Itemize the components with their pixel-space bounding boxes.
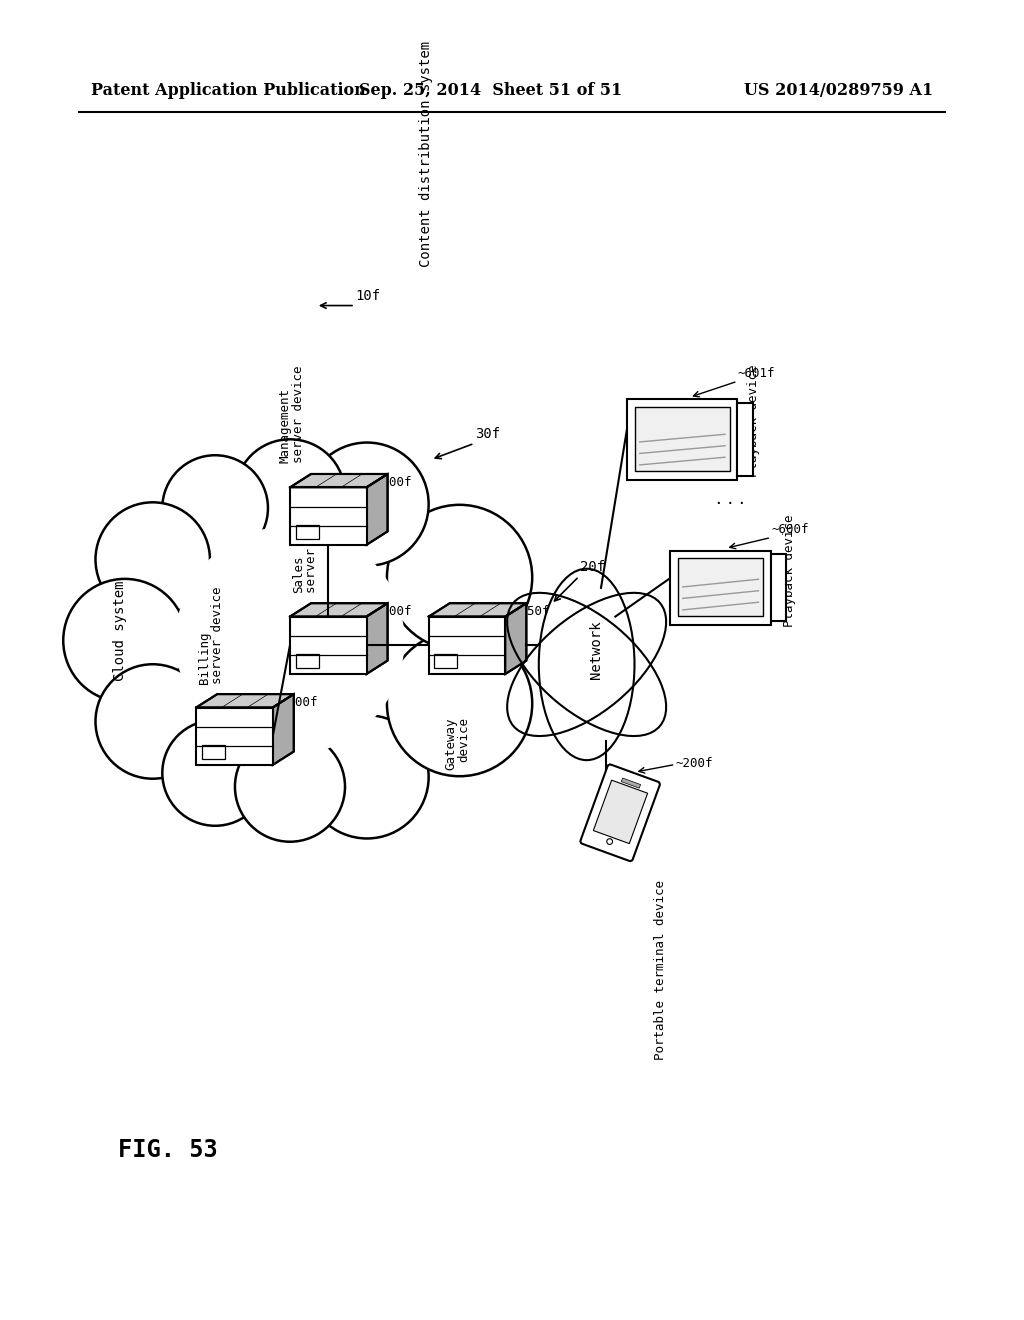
Circle shape — [95, 664, 210, 779]
Text: Content distribution system: Content distribution system — [419, 41, 433, 267]
Text: Gateway: Gateway — [444, 717, 457, 770]
Text: 10f: 10f — [355, 289, 380, 302]
Circle shape — [175, 527, 404, 755]
Text: Network: Network — [589, 620, 603, 680]
Bar — [622, 777, 641, 788]
Text: Patent Application Publication: Patent Application Publication — [91, 82, 366, 99]
Bar — [635, 407, 730, 471]
Circle shape — [305, 442, 429, 566]
Text: ~950f: ~950f — [513, 606, 551, 618]
Bar — [296, 525, 318, 539]
Polygon shape — [197, 694, 294, 708]
Bar — [593, 780, 647, 843]
Bar — [678, 558, 763, 615]
Text: Playback device: Playback device — [782, 515, 796, 627]
Circle shape — [234, 731, 345, 842]
Text: ~100f: ~100f — [374, 606, 412, 618]
Text: Playback device: Playback device — [748, 364, 761, 477]
Bar — [296, 653, 318, 668]
Bar — [202, 744, 225, 759]
Bar — [628, 399, 737, 480]
Text: Cloud system: Cloud system — [113, 581, 127, 681]
Bar — [671, 550, 771, 626]
Text: ~601f: ~601f — [738, 367, 775, 380]
Polygon shape — [367, 603, 388, 675]
Text: FIG. 53: FIG. 53 — [118, 1138, 217, 1162]
Text: 30f: 30f — [475, 428, 500, 441]
Bar — [737, 403, 753, 477]
Text: Portable terminal device: Portable terminal device — [654, 879, 667, 1060]
Circle shape — [234, 440, 345, 549]
Bar — [290, 487, 367, 545]
Circle shape — [387, 504, 532, 649]
Bar — [197, 708, 272, 764]
Text: US 2014/0289759 A1: US 2014/0289759 A1 — [743, 82, 933, 99]
Text: Billing: Billing — [198, 631, 211, 684]
FancyBboxPatch shape — [581, 764, 659, 861]
Text: ~500f: ~500f — [281, 696, 317, 709]
Polygon shape — [290, 474, 388, 487]
Circle shape — [162, 721, 268, 826]
Text: ~600f: ~600f — [771, 523, 809, 536]
Circle shape — [63, 579, 186, 702]
Polygon shape — [505, 603, 526, 675]
Circle shape — [162, 455, 268, 561]
Text: Sep. 25, 2014  Sheet 51 of 51: Sep. 25, 2014 Sheet 51 of 51 — [359, 82, 623, 99]
Polygon shape — [290, 603, 388, 616]
Text: server device: server device — [292, 366, 305, 463]
Polygon shape — [367, 474, 388, 545]
Circle shape — [387, 631, 532, 776]
Bar — [434, 653, 458, 668]
Text: ~200f: ~200f — [676, 756, 713, 770]
Circle shape — [95, 503, 210, 616]
Text: server device: server device — [212, 586, 224, 684]
Bar — [429, 616, 505, 675]
Text: ~300f: ~300f — [374, 477, 412, 490]
Circle shape — [305, 715, 429, 838]
Text: server device: server device — [305, 495, 318, 593]
Text: · · ·: · · · — [716, 495, 744, 513]
Text: device: device — [458, 717, 470, 762]
Polygon shape — [272, 694, 294, 764]
Polygon shape — [429, 603, 526, 616]
Text: Sales: Sales — [292, 556, 305, 593]
Bar — [290, 616, 367, 675]
Bar — [771, 554, 786, 622]
Text: 20f: 20f — [580, 560, 605, 573]
Text: Management: Management — [279, 388, 292, 463]
